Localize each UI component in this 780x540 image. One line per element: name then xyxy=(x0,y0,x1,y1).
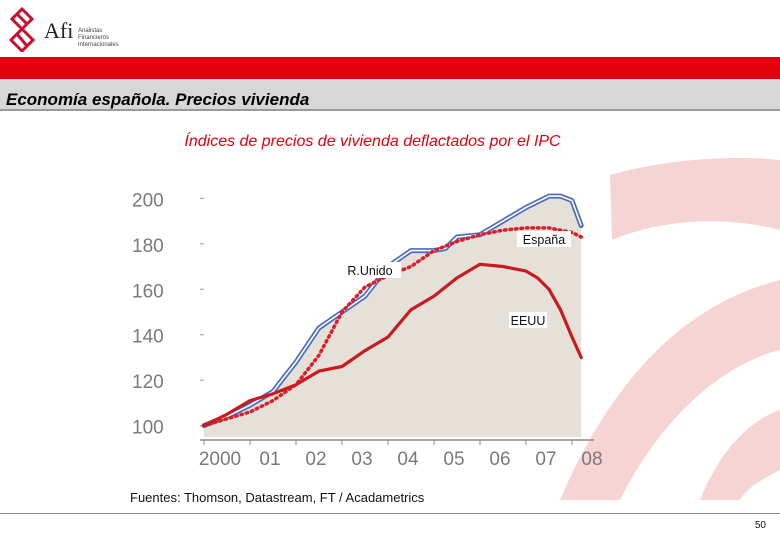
y-tick-label-140: 140 xyxy=(132,327,164,348)
header-red-band xyxy=(0,57,780,79)
logo-sub-line3: Internacionales xyxy=(78,42,119,48)
espana-label: España xyxy=(523,233,565,247)
series-labels: España R.Unido EEUU xyxy=(339,231,571,328)
eeuu-label: EEUU xyxy=(511,314,546,328)
logo-sub-line2: Financieros xyxy=(78,35,110,41)
x-tick-label-07: 07 xyxy=(535,449,556,470)
y-tick-label-180: 180 xyxy=(132,236,164,257)
page-number: 50 xyxy=(754,520,766,531)
x-tick-label-05: 05 xyxy=(443,449,464,470)
x-tick-label-02: 02 xyxy=(305,449,326,470)
eeuu-line xyxy=(202,262,583,428)
slide-title: Economía española. Precios vivienda xyxy=(6,90,310,109)
x-axis: 2000 01 02 03 04 05 06 07 08 xyxy=(199,439,603,470)
y-tick-label-120: 120 xyxy=(132,372,164,393)
y-tick-label-200: 200 xyxy=(132,190,164,211)
title-bar: Economía española. Precios vivienda xyxy=(0,79,780,110)
x-tick-label-04: 04 xyxy=(397,449,419,470)
title-divider xyxy=(0,109,780,111)
y-tick-label-160: 160 xyxy=(132,281,164,302)
x-tick-label-2000: 2000 xyxy=(199,449,241,470)
eeuu-label-bg xyxy=(509,312,547,328)
afi-emblem-icon xyxy=(8,6,36,54)
logo-sub-line1: Analistas xyxy=(78,28,103,34)
runido-label: R.Unido xyxy=(347,264,392,278)
afi-logo: Afi Analistas Financieros Internacionale… xyxy=(6,6,136,54)
espana-label-bg xyxy=(517,231,571,247)
x-tick-label-03: 03 xyxy=(351,449,372,470)
source-note: Fuentes: Thomson, Datastream, FT / Acada… xyxy=(130,490,425,505)
footer-divider xyxy=(0,513,780,514)
x-tick-label-08: 08 xyxy=(581,449,602,470)
chart-title: Índices de precios de vivienda deflactad… xyxy=(184,133,561,150)
espana-line-inner xyxy=(203,195,582,427)
logo-brand: Afi xyxy=(44,18,74,43)
runido-label-bg xyxy=(339,262,401,278)
espana-area-fill xyxy=(204,196,582,437)
x-tick-label-01: 01 xyxy=(259,449,280,470)
x-tick-label-06: 06 xyxy=(489,449,510,470)
y-tick-label-100: 100 xyxy=(132,418,164,439)
y-axis: 100 120 140 160 180 200 xyxy=(132,190,204,439)
